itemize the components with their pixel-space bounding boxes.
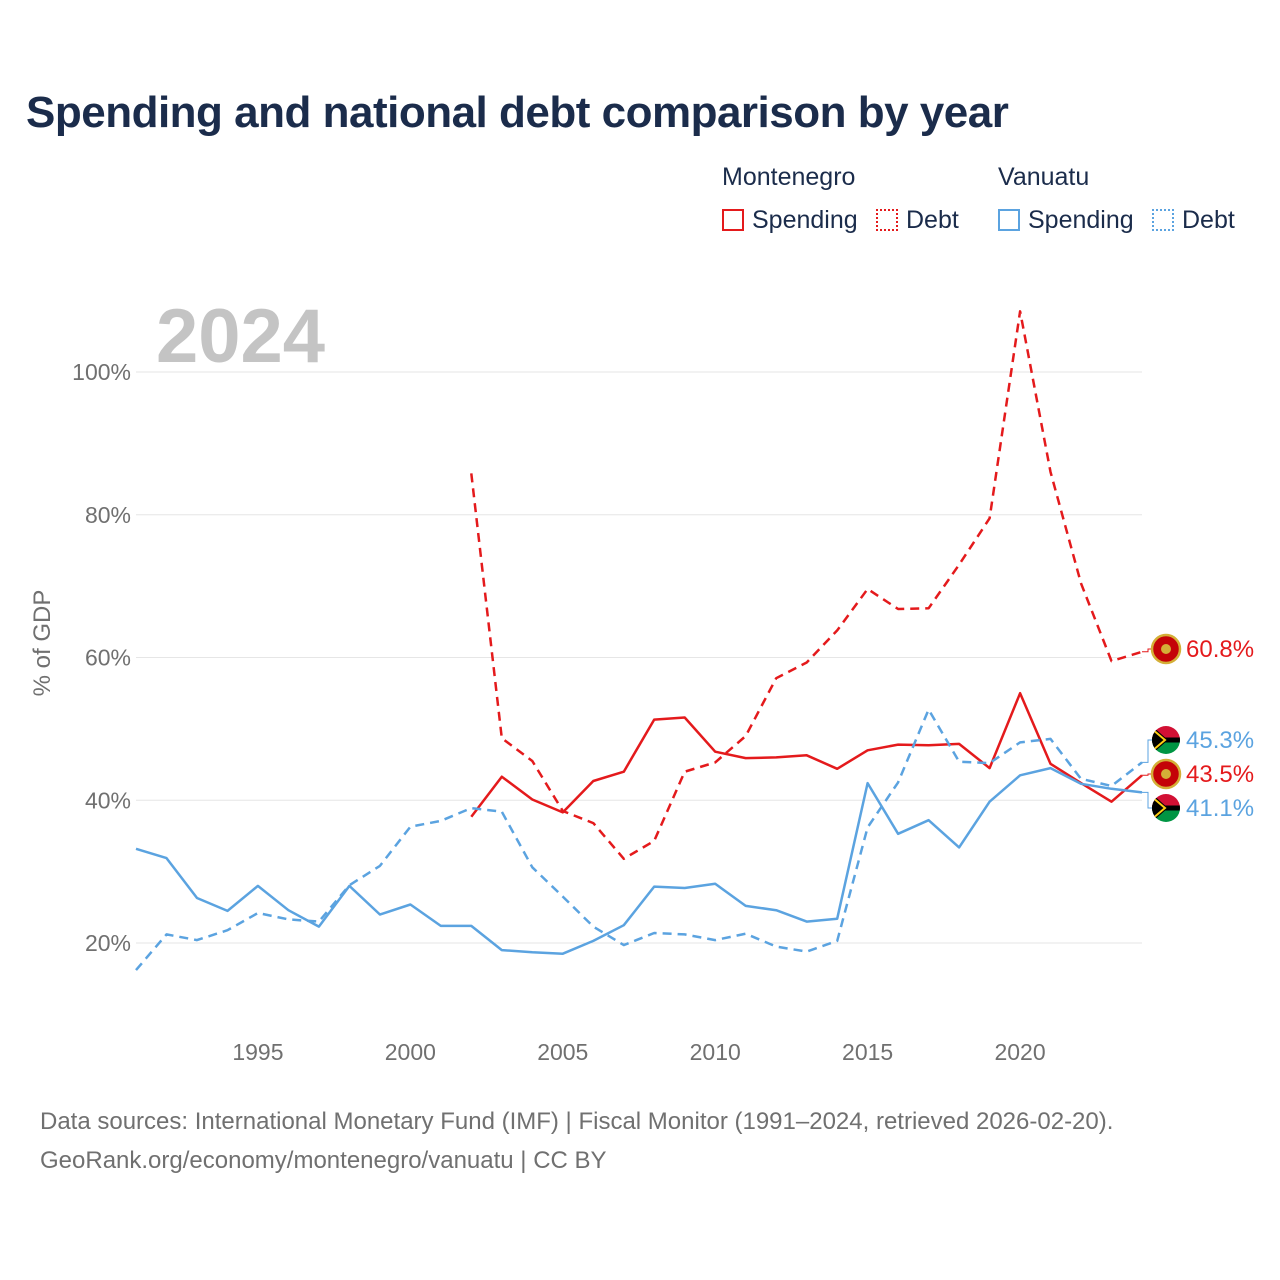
end-label-connector — [1142, 791, 1152, 809]
end-value-label: 60.8% — [1186, 636, 1254, 663]
legend-label: Spending — [752, 205, 858, 234]
legend-solid-swatch-icon — [722, 209, 744, 231]
vanuatu-flag-icon — [1152, 726, 1180, 754]
legend-vanuatu-spending[interactable]: Spending — [998, 204, 1134, 236]
x-tick-label: 2015 — [842, 1039, 893, 1065]
flag-emblem-icon — [1161, 644, 1171, 654]
x-tick-label: 2005 — [537, 1039, 588, 1065]
end-label-connector — [1142, 773, 1152, 776]
footer-attribution[interactable]: GeoRank.org/economy/montenegro/vanuatu |… — [40, 1147, 607, 1174]
year-watermark: 2024 — [156, 294, 325, 379]
end-value-label: 45.3% — [1186, 727, 1254, 754]
legend-vanuatu-title: Vanuatu — [998, 163, 1090, 191]
y-tick-label: 100% — [72, 359, 131, 385]
vanuatu-flag-icon — [1152, 794, 1180, 822]
series-line-vanuatu-spending[interactable] — [135, 766, 1143, 955]
x-tick-label: 1995 — [232, 1039, 283, 1065]
end-label-connector — [1142, 648, 1152, 653]
flag-emblem-icon — [1161, 769, 1171, 779]
legend-montenegro-debt[interactable]: Debt — [876, 204, 959, 236]
y-tick-label: 20% — [85, 930, 131, 956]
legend-montenegro-title: Montenegro — [722, 163, 856, 191]
legend-dotted-swatch-icon — [1152, 209, 1174, 231]
legend-label: Debt — [1182, 205, 1235, 234]
series-line-montenegro-spending[interactable] — [470, 691, 1143, 818]
series-line-montenegro-debt[interactable] — [470, 310, 1143, 861]
legend-label: Debt — [906, 205, 959, 234]
end-value-label: 43.5% — [1186, 761, 1254, 788]
y-tick-label: 40% — [85, 787, 131, 813]
legend-label: Spending — [1028, 205, 1134, 234]
legend-solid-swatch-icon — [998, 209, 1020, 231]
legend-dotted-swatch-icon — [876, 209, 898, 231]
x-tick-label: 2010 — [690, 1039, 741, 1065]
legend-vanuatu-debt[interactable]: Debt — [1152, 204, 1235, 236]
series-line-vanuatu-debt[interactable] — [135, 708, 1143, 971]
chart-title: Spending and national debt comparison by… — [26, 88, 1009, 137]
line-chart: 2024 % of GDP 20% 40% 60% 80% 100% 1995 2000 20… — [29, 294, 1254, 1065]
x-tick-label: 2000 — [385, 1039, 436, 1065]
y-tick-label: 60% — [85, 645, 131, 671]
legend-montenegro-spending[interactable]: Spending — [722, 204, 858, 236]
footer-sources: Data sources: International Monetary Fun… — [40, 1108, 1114, 1135]
end-value-label: 41.1% — [1186, 795, 1254, 822]
x-tick-label: 2020 — [994, 1039, 1045, 1065]
y-tick-label: 80% — [85, 502, 131, 528]
y-axis-label: % of GDP — [29, 590, 56, 697]
end-label-connector — [1142, 739, 1152, 763]
